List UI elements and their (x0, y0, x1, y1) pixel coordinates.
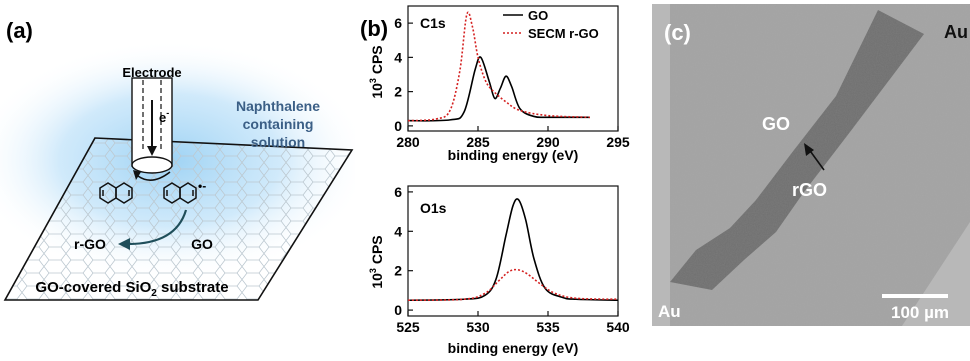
o1s-ytick-label: 2 (394, 263, 402, 279)
c1s-series-go (407, 56, 591, 122)
o1s-ylabel: 103 CPS (368, 235, 385, 288)
micrograph-svg: (c) Au GO rGO Au 100 µm (652, 4, 970, 326)
c1s-ytick-label: 6 (394, 15, 402, 31)
c1s-plot-frame (407, 5, 619, 132)
reduction-arrow (127, 209, 188, 246)
panel-a-label: (a) (6, 18, 33, 43)
electron-label: e- (159, 108, 169, 125)
c1s-series-secm-r-go (407, 11, 591, 122)
substrate-outline (3, 137, 354, 301)
xps-svg: (b) C1s binding energy (eV) 103 CPS GO S… (360, 5, 630, 356)
c1s-xtick-label: 290 (536, 134, 560, 150)
au-label-top: Au (944, 22, 968, 42)
o1s-ytick-label: 4 (394, 223, 402, 239)
c1s-xtick-label: 280 (396, 134, 420, 150)
scale-bar-label: 100 µm (891, 303, 949, 322)
o1s-series-go (407, 198, 619, 302)
o1s-xtick-label: 535 (536, 319, 560, 335)
naphthalene-icon (99, 182, 133, 204)
panel-b-label: (b) (360, 16, 388, 41)
curl-arrow-head (133, 170, 141, 180)
c1s-ytick-label: 2 (394, 84, 402, 100)
panel-a-schematic: (a) Electrode e- Naphthalene containing … (0, 0, 370, 356)
c1s-xtick-label: 285 (466, 134, 490, 150)
c1s-xtick-label: 295 (606, 134, 630, 150)
electrode-tip (131, 156, 173, 174)
rgo-label: rGO (792, 180, 827, 200)
o1s-xlabel: binding energy (eV) (448, 340, 579, 356)
o1s-ytick-label: 0 (394, 302, 402, 318)
o1s-plot-frame (407, 185, 619, 317)
panel-b-xps-charts: (b) C1s binding energy (eV) 103 CPS GO S… (358, 0, 643, 356)
radical-charge: •- (198, 179, 206, 193)
au-label-bottom: Au (658, 302, 681, 321)
o1s-xtick-label: 525 (396, 319, 420, 335)
go-label: GO (762, 114, 790, 134)
naphthalene-radical-icon (163, 182, 197, 204)
solution-label-line2: containing (243, 116, 314, 132)
rgo-pointer-head (804, 143, 814, 156)
c1s-ylabel: 103 CPS (368, 45, 385, 98)
c1s-annotation: C1s (420, 15, 446, 31)
solution-label-line1: Naphthalene (236, 98, 320, 114)
graphene-lattice (5, 138, 352, 300)
electrode-label: Electrode (122, 65, 181, 80)
o1s-chart: O1s binding energy (eV) 103 CPS 525 530 53… (368, 184, 630, 356)
o1s-series-secm-r-go (407, 268, 619, 302)
solution-label-line3: solution (251, 134, 305, 150)
c1s-ytick-label: 4 (394, 49, 402, 65)
panel-c-micrograph: (c) Au GO rGO Au 100 µm (652, 0, 970, 356)
o1s-ytick-label: 6 (394, 184, 402, 200)
c1s-ytick-label: 0 (394, 118, 402, 134)
electron-arrow-head (147, 146, 157, 156)
o1s-xtick-label: 540 (606, 319, 630, 335)
grain-texture (652, 4, 970, 326)
c1s-xlabel: binding energy (eV) (448, 147, 579, 163)
reduction-arrow-head (118, 238, 130, 250)
o1s-xtick-label: 530 (466, 319, 490, 335)
curl-arrow (137, 171, 171, 181)
legend-rgo-label: SECM r-GO (528, 26, 599, 41)
legend-go-label: GO (528, 8, 548, 23)
panel-c-label: (c) (664, 20, 691, 45)
go-label: GO (191, 236, 213, 252)
c1s-chart: C1s binding energy (eV) 103 CPS GO SECM … (368, 5, 630, 163)
schematic-svg: (a) Electrode e- Naphthalene containing … (0, 18, 370, 301)
substrate-label: GO-covered SiO2 substrate (35, 279, 228, 299)
o1s-annotation: O1s (420, 200, 447, 216)
rgo-label: r-GO (74, 236, 106, 252)
